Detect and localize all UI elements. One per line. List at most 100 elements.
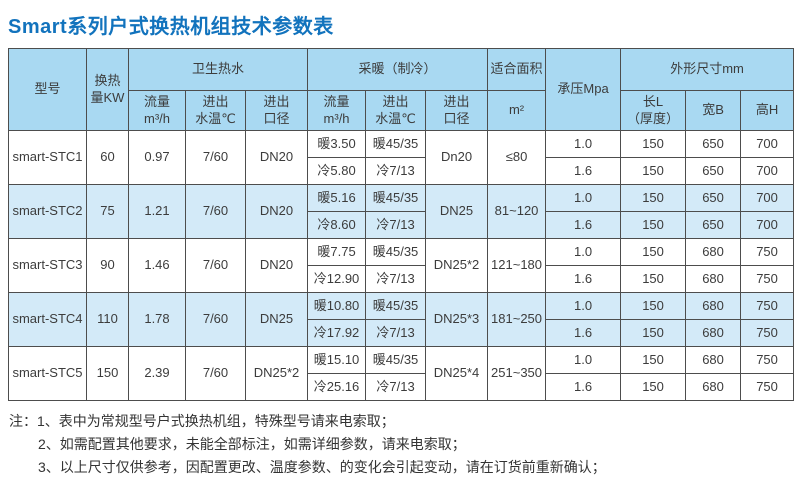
cell-heat-flow-cool: 冷12.90 bbox=[307, 265, 367, 293]
cell-capacity: 90 bbox=[86, 238, 129, 293]
header-dimensions-group: 外形尺寸mm bbox=[620, 48, 795, 91]
cell-area: 251~350 bbox=[487, 346, 547, 401]
cell-pressure: 1.6 bbox=[545, 211, 622, 239]
spec-table: 型号 换热 量KW 卫生热水 采暖（制冷） 适合面积 承压Mpa 外形尺寸mm … bbox=[8, 48, 795, 401]
cell-length: 150 bbox=[620, 373, 687, 401]
cell-pressure: 1.0 bbox=[545, 130, 622, 158]
notes: 注：1、表中为常规型号户式换热机组，特殊型号请来电索取； 2、如需配置其他要求，… bbox=[8, 410, 793, 479]
cell-model: smart-STC2 bbox=[8, 184, 87, 239]
cell-model: smart-STC5 bbox=[8, 346, 87, 401]
cell-length: 150 bbox=[620, 346, 687, 374]
cell-capacity: 60 bbox=[86, 130, 129, 185]
cell-length: 150 bbox=[620, 130, 687, 158]
cell-heat-temp-warm: 暖45/35 bbox=[365, 184, 427, 212]
cell-capacity: 110 bbox=[86, 292, 129, 347]
cell-capacity: 75 bbox=[86, 184, 129, 239]
cell-width: 680 bbox=[685, 346, 742, 374]
cell-dhw-diameter: DN25 bbox=[244, 292, 309, 347]
cell-dhw-flow: 1.46 bbox=[128, 238, 186, 293]
note-line-3: 3、以上尺寸仅供参考，因配置更改、温度参数、的变化会引起变动，请在订货前重新确认… bbox=[38, 459, 606, 475]
cell-pressure: 1.0 bbox=[545, 292, 622, 320]
cell-pressure: 1.0 bbox=[545, 184, 622, 212]
cell-dhw-diameter: DN25*2 bbox=[244, 346, 309, 401]
cell-heat-temp-warm: 暖45/35 bbox=[365, 346, 427, 374]
cell-dhw-temp: 7/60 bbox=[185, 184, 246, 239]
cell-pressure: 1.0 bbox=[545, 238, 622, 266]
cell-width: 650 bbox=[685, 184, 742, 212]
table-header: 型号 换热 量KW 卫生热水 采暖（制冷） 适合面积 承压Mpa 外形尺寸mm … bbox=[8, 48, 795, 131]
cell-dhw-temp: 7/60 bbox=[185, 292, 246, 347]
header-area-group: 适合面积 bbox=[487, 48, 547, 91]
cell-pressure: 1.6 bbox=[545, 157, 622, 185]
cell-heat-flow-warm: 暖5.16 bbox=[307, 184, 367, 212]
page-title: Smart系列户式换热机组技术参数表 bbox=[8, 16, 334, 38]
cell-heat-temp-warm: 暖45/35 bbox=[365, 238, 427, 266]
table-subrow: 冷17.92 冷7/13 1.6 150 680 750 bbox=[8, 319, 795, 347]
header-heat-flow: 流量 m³/h bbox=[307, 90, 367, 131]
cell-area: 121~180 bbox=[487, 238, 547, 293]
cell-length: 150 bbox=[620, 211, 687, 239]
header-heating-group: 采暖（制冷） bbox=[307, 48, 489, 91]
cell-dhw-flow: 1.78 bbox=[128, 292, 186, 347]
cell-width: 650 bbox=[685, 211, 742, 239]
cell-width: 680 bbox=[685, 292, 742, 320]
cell-dhw-temp: 7/60 bbox=[185, 238, 246, 293]
table-row: smart-STC2 75 1.21 7/60 DN20 暖5.16 暖45/35 DN25 8… bbox=[8, 184, 795, 239]
cell-length: 150 bbox=[620, 238, 687, 266]
cell-heat-temp-cool: 冷7/13 bbox=[365, 211, 427, 239]
cell-heat-temp-warm: 暖45/35 bbox=[365, 130, 427, 158]
header-dhw-diameter: 进出 口径 bbox=[244, 90, 309, 131]
cell-dhw-diameter: DN20 bbox=[244, 130, 309, 185]
cell-width: 680 bbox=[685, 319, 742, 347]
table-row: smart-STC3 90 1.46 7/60 DN20 暖7.75 暖45/35 DN25*… bbox=[8, 238, 795, 293]
cell-length: 150 bbox=[620, 184, 687, 212]
cell-dhw-flow: 2.39 bbox=[128, 346, 186, 401]
header-area-unit: m² bbox=[487, 90, 547, 131]
cell-heat-flow-cool: 冷5.80 bbox=[307, 157, 367, 185]
cell-area: ≤80 bbox=[487, 130, 547, 185]
cell-dhw-diameter: DN20 bbox=[244, 184, 309, 239]
cell-height: 750 bbox=[740, 238, 795, 266]
cell-height: 750 bbox=[740, 292, 795, 320]
cell-height: 700 bbox=[740, 130, 795, 158]
header-model: 型号 bbox=[8, 48, 87, 131]
cell-length: 150 bbox=[620, 292, 687, 320]
cell-heat-temp-cool: 冷7/13 bbox=[365, 265, 427, 293]
note-line-2: 2、如需配置其他要求，未能全部标注，如需详细参数，请来电索取； bbox=[38, 436, 466, 452]
header-heat-diameter: 进出 口径 bbox=[425, 90, 489, 131]
cell-dhw-flow: 0.97 bbox=[128, 130, 186, 185]
cell-height: 750 bbox=[740, 346, 795, 374]
cell-dhw-flow: 1.21 bbox=[128, 184, 186, 239]
header-dhw-group: 卫生热水 bbox=[127, 48, 309, 91]
header-row-subcolumns: 流量 m³/h 进出 水温℃ 进出 口径 流量 m³/h 进出 水温℃ 进出 口… bbox=[9, 90, 795, 131]
cell-dhw-temp: 7/60 bbox=[185, 346, 246, 401]
cell-height: 750 bbox=[740, 319, 795, 347]
cell-height: 700 bbox=[740, 157, 795, 185]
table-body: smart-STC1 60 0.97 7/60 DN20 暖3.50 暖45/35 Dn20 ≤… bbox=[8, 130, 795, 401]
cell-heat-flow-cool: 冷17.92 bbox=[307, 319, 367, 347]
header-dhw-temp: 进出 水温℃ bbox=[185, 90, 246, 131]
table-subrow: 冷5.80 冷7/13 1.6 150 650 700 bbox=[8, 157, 795, 185]
cell-width: 680 bbox=[685, 265, 742, 293]
header-length: 长L （厚度） bbox=[620, 90, 687, 131]
cell-model: smart-STC4 bbox=[8, 292, 87, 347]
cell-height: 750 bbox=[740, 265, 795, 293]
table-row: smart-STC5 150 2.39 7/60 DN25*2 暖15.10 暖45/35 D… bbox=[8, 346, 795, 401]
cell-width: 650 bbox=[685, 130, 742, 158]
cell-heat-diameter: DN25*3 bbox=[425, 292, 489, 347]
cell-heat-flow-cool: 冷25.16 bbox=[307, 373, 367, 401]
cell-area: 81~120 bbox=[487, 184, 547, 239]
cell-capacity: 150 bbox=[86, 346, 129, 401]
cell-heat-flow-cool: 冷8.60 bbox=[307, 211, 367, 239]
cell-length: 150 bbox=[620, 265, 687, 293]
header-heat-temp: 进出 水温℃ bbox=[365, 90, 427, 131]
cell-width: 680 bbox=[685, 373, 742, 401]
cell-heat-temp-cool: 冷7/13 bbox=[365, 319, 427, 347]
header-width: 宽B bbox=[685, 90, 742, 131]
cell-width: 680 bbox=[685, 238, 742, 266]
cell-height: 750 bbox=[740, 373, 795, 401]
cell-heat-flow-warm: 暖3.50 bbox=[307, 130, 367, 158]
cell-heat-temp-warm: 暖45/35 bbox=[365, 292, 427, 320]
header-capacity: 换热 量KW bbox=[86, 48, 129, 131]
